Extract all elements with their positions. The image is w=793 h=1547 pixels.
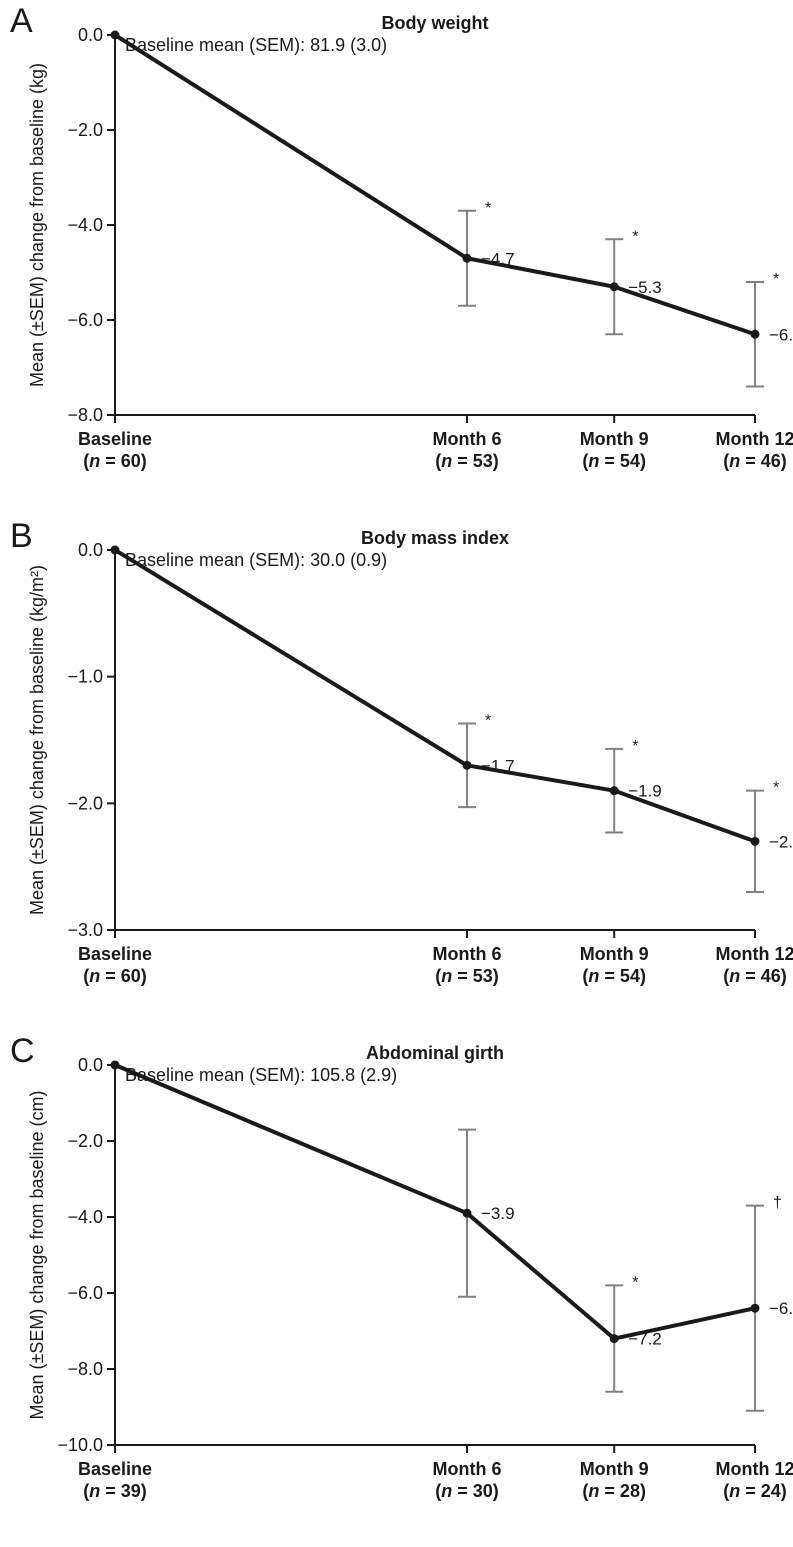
chart-title: Body weight [382, 13, 489, 33]
x-category-n: (n = 46) [723, 966, 787, 986]
data-line [115, 1065, 755, 1339]
y-tick-label: −2.0 [67, 120, 103, 140]
y-axis-label: Mean (±SEM) change from baseline (cm) [27, 1091, 47, 1420]
y-axis-label: Mean (±SEM) change from baseline (kg/m²) [27, 565, 47, 915]
x-category-label: Month 9 [580, 944, 649, 964]
value-label: −6.4 [769, 1299, 793, 1318]
value-label: −7.2 [628, 1330, 662, 1349]
baseline-note: Baseline mean (SEM): 30.0 (0.9) [125, 550, 387, 570]
value-label: −2.3 [769, 832, 793, 851]
x-category-n: (n = 54) [582, 966, 646, 986]
chart-svg: A Body weight 0.0 −2.0 −4.0 −6.0 −8.0 Mean (±SE… [0, 0, 793, 1547]
significance-mark: * [485, 200, 491, 217]
data-marker [463, 254, 472, 263]
y-tick-label: −2.0 [67, 793, 103, 813]
x-category-n: (n = 30) [435, 1481, 499, 1501]
x-category-n: (n = 46) [723, 451, 787, 471]
y-tick-label: 0.0 [78, 1055, 103, 1075]
x-category-label: Baseline [78, 429, 152, 449]
y-tick-label: −4.0 [67, 215, 103, 235]
y-tick-label: −4.0 [67, 1207, 103, 1227]
x-category-label: Month 6 [433, 944, 502, 964]
data-marker [751, 837, 760, 846]
panel-letter-A: A [10, 2, 33, 40]
chart-title: Abdominal girth [366, 1043, 504, 1063]
figure-container: A Body weight 0.0 −2.0 −4.0 −6.0 −8.0 Mean (±SE… [0, 0, 793, 1547]
baseline-note: Baseline mean (SEM): 81.9 (3.0) [125, 35, 387, 55]
data-marker [610, 786, 619, 795]
y-tick-label: −10.0 [57, 1435, 103, 1455]
significance-mark: * [773, 780, 779, 797]
data-marker [111, 546, 120, 555]
x-category-label: Baseline [78, 944, 152, 964]
significance-mark: * [632, 738, 638, 755]
x-category-n: (n = 24) [723, 1481, 787, 1501]
panel-letter-C: C [10, 1032, 35, 1070]
y-tick-label: −8.0 [67, 1359, 103, 1379]
significance-mark: * [773, 271, 779, 288]
data-marker [463, 1209, 472, 1218]
panel-letter-B: B [10, 517, 33, 555]
y-tick-label: 0.0 [78, 25, 103, 45]
x-category-n: (n = 54) [582, 451, 646, 471]
chart-title: Body mass index [361, 528, 509, 548]
y-tick-label: 0.0 [78, 540, 103, 560]
value-label: −4.7 [481, 249, 515, 268]
x-category-label: Baseline [78, 1459, 152, 1479]
x-category-label: Month 9 [580, 1459, 649, 1479]
value-label: −3.9 [481, 1204, 515, 1223]
significance-mark: * [485, 713, 491, 730]
y-tick-label: −6.0 [67, 310, 103, 330]
x-category-n: (n = 60) [83, 451, 147, 471]
data-marker [751, 330, 760, 339]
x-category-label: Month 6 [433, 429, 502, 449]
x-category-label: Month 9 [580, 429, 649, 449]
significance-mark: † [773, 1195, 782, 1212]
data-marker [610, 282, 619, 291]
baseline-note: Baseline mean (SEM): 105.8 (2.9) [125, 1065, 397, 1085]
y-tick-label: −2.0 [67, 1131, 103, 1151]
significance-mark: * [632, 228, 638, 245]
y-tick-label: −6.0 [67, 1283, 103, 1303]
data-marker [463, 761, 472, 770]
panel-C: C Abdominal girth 0.0 −2.0 −4.0 −6.0 −8.0 −10.0… [10, 1032, 793, 1501]
panel-A: A Body weight 0.0 −2.0 −4.0 −6.0 −8.0 Mean (±SE… [10, 2, 793, 471]
x-category-label: Month 12 [716, 1459, 793, 1479]
value-label: −1.9 [628, 782, 662, 801]
value-label: −1.7 [481, 756, 515, 775]
data-marker [751, 1304, 760, 1313]
value-label: −5.3 [628, 278, 662, 297]
data-marker [610, 1334, 619, 1343]
y-tick-label: −3.0 [67, 920, 103, 940]
x-category-label: Month 12 [716, 944, 793, 964]
x-category-label: Month 12 [716, 429, 793, 449]
significance-mark: * [632, 1274, 638, 1291]
data-marker [111, 1061, 120, 1070]
x-category-n: (n = 39) [83, 1481, 147, 1501]
y-tick-label: −8.0 [67, 405, 103, 425]
x-category-label: Month 6 [433, 1459, 502, 1479]
x-category-n: (n = 28) [582, 1481, 646, 1501]
x-category-n: (n = 60) [83, 966, 147, 986]
y-axis-label: Mean (±SEM) change from baseline (kg) [27, 63, 47, 387]
data-marker [111, 31, 120, 40]
y-tick-label: −1.0 [67, 667, 103, 687]
x-category-n: (n = 53) [435, 966, 499, 986]
value-label: −6.3 [769, 325, 793, 344]
x-category-n: (n = 53) [435, 451, 499, 471]
panel-B: B Body mass index 0.0 −1.0 −2.0 −3.0 Mean (±SE… [10, 517, 793, 986]
